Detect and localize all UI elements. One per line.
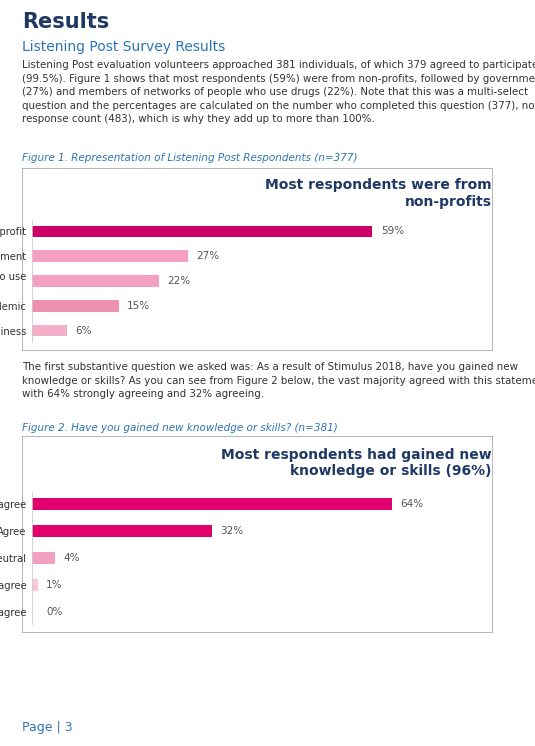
Text: 6%: 6%: [75, 326, 92, 336]
Text: 0%: 0%: [46, 607, 63, 617]
Bar: [32, 325, 67, 336]
Bar: [32, 225, 372, 236]
Text: 27%: 27%: [196, 251, 219, 261]
Text: Most respondents were from
non-profits: Most respondents were from non-profits: [265, 178, 492, 209]
Text: Figure 1. Representation of Listening Post Respondents (n=377): Figure 1. Representation of Listening Po…: [22, 153, 357, 163]
Text: The first substantive question we asked was: As a result of Stimulus 2018, have : The first substantive question we asked …: [22, 362, 535, 399]
Text: Figure 2. Have you gained new knowledge or skills? (n=381): Figure 2. Have you gained new knowledge …: [22, 423, 338, 433]
Bar: [32, 275, 159, 286]
Text: 59%: 59%: [381, 226, 404, 236]
Bar: [32, 251, 188, 262]
Text: 4%: 4%: [63, 553, 79, 563]
Text: Results: Results: [22, 12, 109, 32]
Text: 64%: 64%: [400, 499, 424, 509]
Bar: [32, 525, 212, 537]
Text: Page | 3: Page | 3: [22, 721, 73, 733]
Bar: [32, 552, 55, 564]
Text: 32%: 32%: [220, 526, 243, 536]
Text: Listening Post Survey Results: Listening Post Survey Results: [22, 40, 225, 54]
Text: 22%: 22%: [167, 276, 190, 286]
Text: Listening Post evaluation volunteers approached 381 individuals, of which 379 ag: Listening Post evaluation volunteers app…: [22, 60, 535, 125]
Bar: [32, 579, 37, 591]
Bar: [32, 301, 119, 312]
Bar: [32, 498, 392, 510]
Text: Most respondents had gained new
knowledge or skills (96%): Most respondents had gained new knowledg…: [221, 448, 492, 478]
Text: 1%: 1%: [46, 580, 63, 590]
Text: 15%: 15%: [127, 301, 150, 311]
